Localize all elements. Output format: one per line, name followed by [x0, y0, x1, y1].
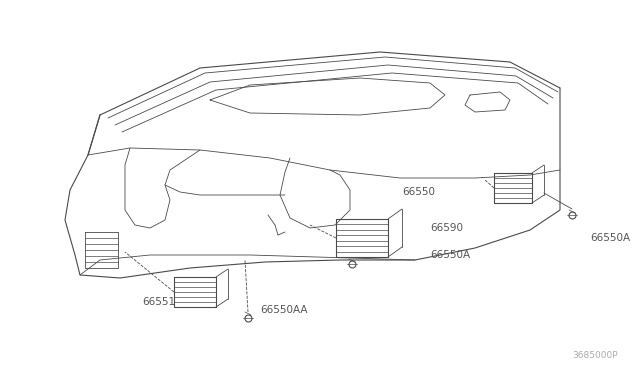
Text: 66550AA: 66550AA: [260, 305, 307, 315]
Text: 66550: 66550: [402, 187, 435, 197]
Text: 66551: 66551: [142, 297, 175, 307]
Text: 66550A: 66550A: [430, 250, 470, 260]
Text: 66550A: 66550A: [590, 233, 630, 243]
Text: 3685000P: 3685000P: [572, 351, 618, 360]
Text: 66590: 66590: [430, 223, 463, 233]
